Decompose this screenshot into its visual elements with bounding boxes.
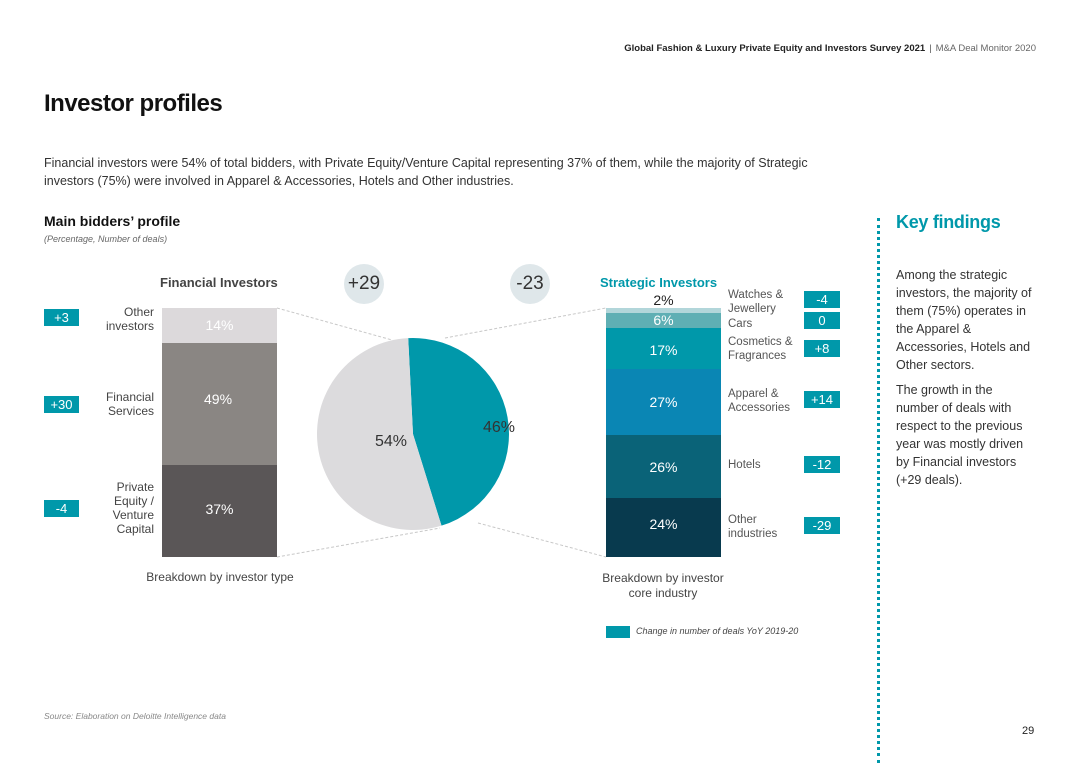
strategic-header: Strategic Investors: [600, 275, 718, 290]
intro-paragraph: Financial investors were 54% of total bi…: [44, 156, 808, 188]
strategic-bar-value: 27%: [649, 393, 678, 410]
strategic-change-badge: -12: [804, 456, 840, 473]
strategic-bar-segment: 6%: [606, 312, 721, 329]
key-findings-paragraph-1: Among the strategic investors, the major…: [896, 268, 1032, 372]
connector-strategic-bottom: [477, 522, 607, 558]
strategic-bar-value: 6%: [653, 312, 674, 329]
financial-category-label: Other investors: [105, 305, 154, 334]
strategic-bar-segment: 24%: [606, 498, 721, 557]
section-title: Main bidders’ profile: [44, 213, 181, 229]
key-findings-paragraph-2: The growth in the number of deals with r…: [896, 383, 1024, 487]
strategic-change-badge: +14: [804, 391, 840, 408]
page-title: Investor profiles: [44, 90, 223, 117]
financial-change-badge: +3: [44, 309, 79, 327]
financial-category-label: Financial Services: [105, 389, 154, 418]
strategic-change-badge: 0: [804, 312, 840, 329]
pie-chart: 46% 54%: [317, 338, 515, 530]
strategic-bar-segment: 27%: [606, 369, 721, 435]
connector-lines: [276, 307, 607, 558]
dotted-divider: [877, 218, 880, 763]
report-subtitle: M&A Deal Monitor 2020: [935, 43, 1036, 54]
financial-bar-segment: 49%: [162, 342, 277, 465]
financial-bar-value: 49%: [204, 390, 233, 407]
financial-change-badge: +30: [44, 395, 79, 413]
strategic-bar-segment: 26%: [606, 434, 721, 499]
connector-strategic-top: [444, 307, 607, 339]
financial-change-badge: -4: [44, 499, 79, 517]
section-subtitle: (Percentage, Number of deals): [44, 234, 168, 244]
strategic-category-label: Hotels: [728, 459, 761, 471]
financial-header: Financial Investors: [160, 275, 278, 290]
financial-caption: Breakdown by investor type: [146, 570, 294, 584]
strategic-caption-line-1: Breakdown by investor: [602, 571, 724, 585]
page-number: 29: [1022, 725, 1035, 737]
financial-bar-value: 37%: [205, 500, 234, 517]
connector-financial-top: [276, 307, 393, 341]
source-note: Source: Elaboration on Deloitte Intellig…: [44, 711, 226, 721]
pie-label-financial: 54%: [375, 433, 407, 450]
strategic-change-circle: -23: [510, 264, 550, 304]
financial-bar-segment: 14%: [162, 308, 277, 343]
strategic-bar-segment: 17%: [606, 327, 721, 370]
strategic-change-badge: -29: [804, 517, 840, 534]
strategic-category-label: Apparel & Accessories: [728, 388, 790, 414]
key-findings-title: Key findings: [896, 212, 1001, 232]
strategic-change-badge: +8: [804, 340, 840, 357]
strategic-category-label: Other industries: [728, 514, 778, 540]
strategic-bar-segment: 2%: [606, 292, 721, 313]
financial-change-circle: +29: [344, 264, 384, 304]
pie-slice-strategic: [408, 338, 510, 526]
strategic-caption-line-2: core industry: [628, 586, 698, 600]
pie-slice-financial: [317, 338, 442, 530]
financial-bar-value: 14%: [205, 317, 234, 334]
strategic-category-label: Cosmetics & Fragrances: [728, 336, 793, 362]
pie-label-strategic: 46%: [483, 419, 515, 436]
financial-category-label: Private Equity / Venture Capital: [112, 479, 154, 536]
strategic-category-label: Watches & Jewellery: [728, 289, 784, 315]
report-header: Global Fashion & Luxury Private Equity a…: [624, 43, 1036, 54]
strategic-bar-value: 2%: [653, 292, 674, 308]
strategic-bar-value: 26%: [649, 458, 678, 475]
connector-financial-bottom: [276, 527, 441, 558]
strategic-change-badge: -4: [804, 291, 840, 308]
strategic-bar-value: 17%: [649, 342, 678, 359]
header-separator: |: [929, 43, 932, 54]
report-title: Global Fashion & Luxury Private Equity a…: [624, 43, 926, 54]
strategic-bar-value: 24%: [649, 515, 678, 532]
financial-bar-segment: 37%: [162, 464, 277, 557]
strategic-category-label: Cars: [728, 318, 753, 330]
legend-swatch: [606, 626, 630, 638]
strategic-caption: Breakdown by investor core industry: [583, 571, 743, 601]
legend-label: Change in number of deals YoY 2019-20: [636, 626, 799, 636]
